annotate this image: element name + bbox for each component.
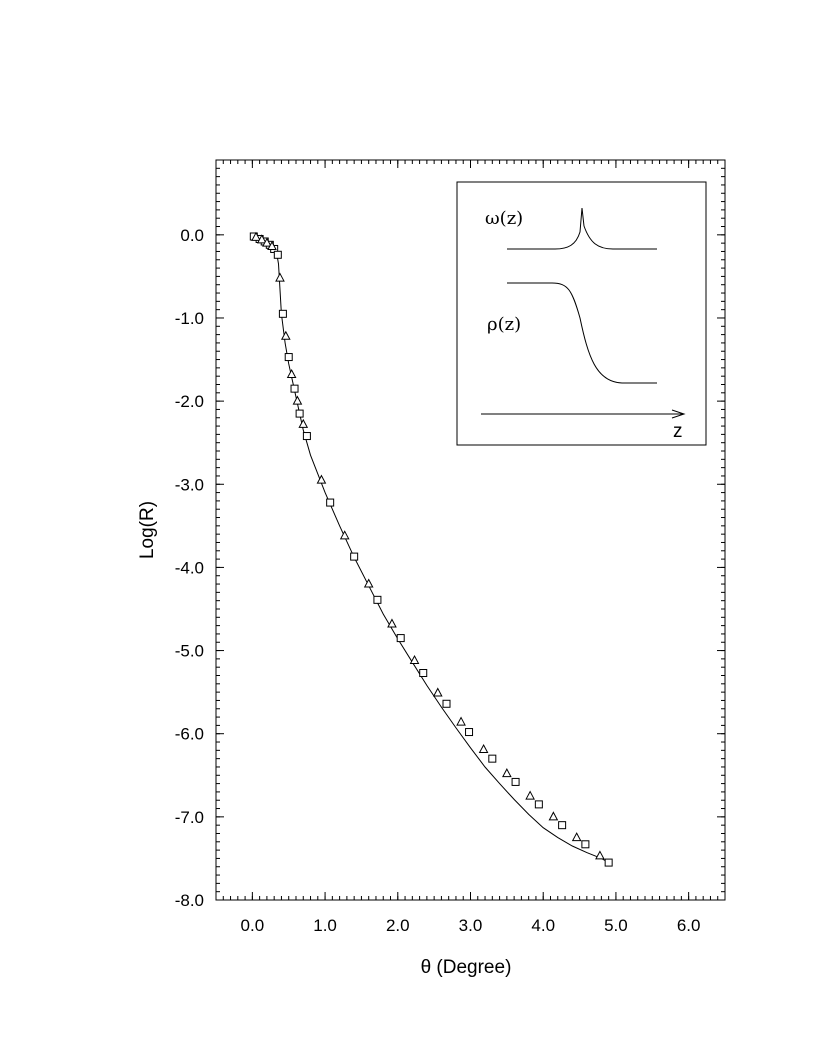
triangle-marker: [262, 237, 272, 247]
square-marker: [278, 309, 287, 318]
x-tick-label: 2.0: [386, 916, 410, 935]
square-marker: [350, 552, 359, 561]
square-marker: [326, 498, 335, 507]
inset-schematic: ω(z) ρ(z) z: [456, 181, 707, 446]
square-marker: [488, 754, 497, 763]
triangle-marker: [363, 578, 374, 588]
square-marker: [419, 669, 428, 678]
inset-frame: [456, 181, 707, 446]
square-marker: [302, 432, 311, 441]
omega-label: ω(z): [485, 208, 523, 229]
x-tick-label: 6.0: [677, 916, 701, 935]
y-tick-label: -4.0: [175, 558, 204, 577]
x-tick-label: 3.0: [459, 916, 483, 935]
square-marker: [465, 728, 474, 737]
y-tick-label: -5.0: [175, 642, 204, 661]
omega-curve: [507, 207, 657, 250]
triangle-marker: [595, 850, 605, 860]
x-tick-labels: 0.0 1.0 2.0 3.0 4.0 5.0 6.0: [241, 916, 701, 935]
z-axis-label: z: [673, 421, 683, 442]
triangle-marker: [275, 272, 285, 282]
y-axis-label: Log(R): [137, 501, 158, 559]
y-tick-label: -8.0: [175, 891, 204, 910]
square-marker: [290, 384, 299, 393]
triangle-marker: [280, 330, 291, 340]
x-tick-label: 1.0: [313, 916, 337, 935]
x-tick-label: 5.0: [604, 916, 628, 935]
triangle-marker: [286, 368, 297, 379]
triangle-marker: [409, 654, 420, 665]
x-tick-label: 0.0: [241, 916, 265, 935]
triangle-marker: [298, 418, 309, 428]
triangle-marker: [267, 240, 277, 250]
triangle-marker: [478, 743, 489, 754]
y-tick-label: -2.0: [175, 392, 204, 411]
y-tick-label: -3.0: [175, 475, 204, 494]
square-marker: [295, 409, 304, 418]
square-marker: [534, 800, 543, 809]
triangle-marker: [525, 790, 535, 800]
triangle-marker: [548, 811, 559, 821]
x-tick-label: 4.0: [531, 916, 555, 935]
square-marker: [604, 858, 613, 867]
square-marker: [511, 777, 520, 786]
triangle-marker: [502, 768, 512, 778]
triangle-marker: [256, 234, 267, 244]
y-tick-labels: 0.0 -1.0 -2.0 -3.0 -4.0 -5.0 -6.0 -7.0 -8.0: [175, 226, 204, 910]
square-marker: [273, 250, 282, 259]
major-ticks: [216, 160, 725, 901]
triangle-marker: [387, 618, 397, 628]
square-marker: [284, 353, 293, 362]
square-marker: [558, 821, 567, 830]
square-marker: [396, 634, 405, 643]
x-axis-label: θ (Degree): [421, 957, 512, 978]
triangle-marker: [251, 231, 261, 241]
data-markers: [249, 231, 613, 867]
y-tick-label: 0.0: [180, 226, 204, 245]
triangle-marker: [571, 832, 582, 842]
y-tick-label: -6.0: [175, 725, 204, 744]
triangle-marker: [292, 395, 303, 405]
triangle-marker: [316, 474, 327, 484]
square-marker: [373, 595, 382, 604]
triangle-marker: [339, 530, 350, 540]
y-tick-label: -1.0: [175, 309, 204, 328]
triangle-marker: [432, 687, 443, 697]
y-tick-label: -7.0: [175, 808, 204, 827]
square-marker: [442, 699, 451, 708]
rho-label: ρ(z): [487, 314, 521, 335]
z-axis-arrowhead: [671, 409, 686, 419]
square-marker: [581, 840, 590, 849]
rho-curve: [507, 282, 657, 384]
triangle-marker: [456, 716, 466, 726]
